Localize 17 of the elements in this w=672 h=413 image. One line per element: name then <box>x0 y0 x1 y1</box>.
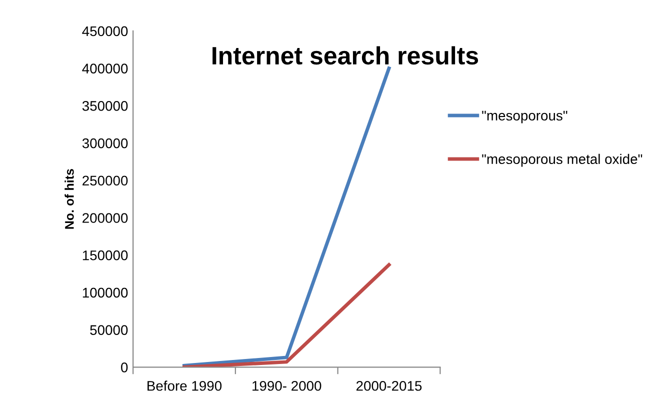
y-tick-label: 400000 <box>82 64 128 74</box>
y-tick-label: 150000 <box>82 250 128 260</box>
y-tick-label: 200000 <box>82 213 128 223</box>
y-tick-label: 300000 <box>82 138 128 148</box>
y-tick-label: 250000 <box>82 176 128 186</box>
legend-label: "mesoporous" <box>482 110 568 124</box>
x-tick-label: Before 1990 <box>148 380 222 391</box>
chart-title: Internet search results <box>212 46 478 65</box>
y-tick-label: 50000 <box>90 325 128 335</box>
x-tick-label: 2000-2015 <box>356 380 422 391</box>
y-tick-label: 350000 <box>82 101 128 111</box>
y-axis-title: No. of hits <box>64 169 74 229</box>
x-tick-label: 1990- 2000 <box>252 380 322 391</box>
y-tick-label: 0 <box>121 362 128 372</box>
y-tick-label: 450000 <box>82 26 128 36</box>
y-tick-label: 100000 <box>82 288 128 298</box>
legend-label: "mesoporous metal oxide" <box>482 154 642 167</box>
